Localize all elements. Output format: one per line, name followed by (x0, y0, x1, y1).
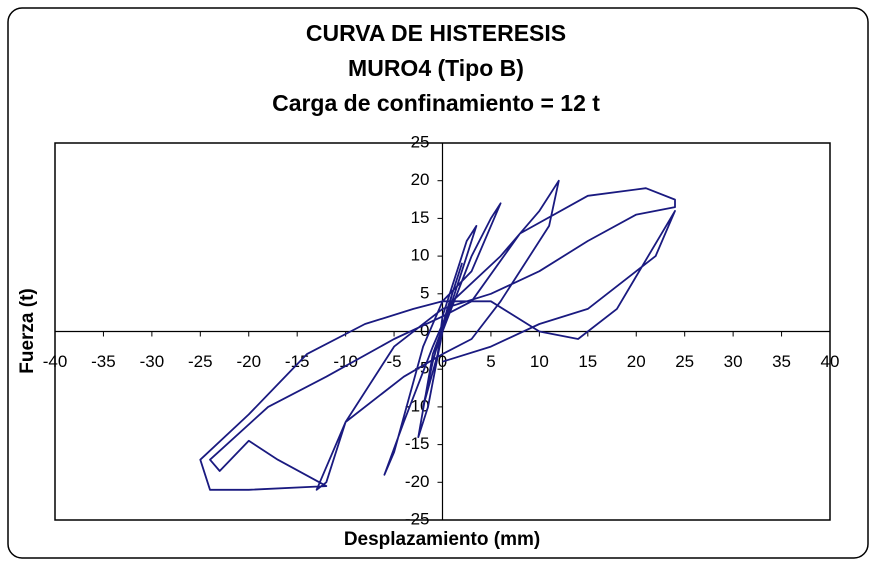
x-tick-label: -20 (236, 352, 261, 371)
y-tick-label: 5 (420, 283, 429, 302)
y-axis-label: Fuerza (t) (17, 288, 38, 374)
x-tick-label: 35 (772, 352, 791, 371)
x-axis-label: Desplazamiento (mm) (344, 529, 540, 550)
y-tick-label: 20 (411, 170, 430, 189)
x-tick-label: -25 (188, 352, 213, 371)
x-tick-label: -40 (43, 352, 68, 371)
y-tick-label: 0 (420, 321, 429, 340)
x-tick-label: -35 (91, 352, 116, 371)
chart-title: CURVA DE HISTERESIS (306, 20, 566, 46)
x-tick-label: 20 (627, 352, 646, 371)
chart-subtitle: MURO4 (Tipo B) (348, 55, 524, 81)
y-tick-label: -20 (405, 472, 430, 491)
x-tick-label: -30 (140, 352, 165, 371)
y-tick-label: 25 (411, 132, 430, 151)
x-tick-label: -5 (387, 352, 402, 371)
x-tick-label: -10 (333, 352, 358, 371)
y-tick-label: 15 (411, 208, 430, 227)
data-line (199, 179, 676, 491)
y-tick-label: -25 (405, 509, 430, 528)
x-tick-label: 15 (578, 352, 597, 371)
x-tick-label: 30 (724, 352, 743, 371)
x-tick-label: 25 (675, 352, 694, 371)
x-tick-label: 40 (821, 352, 840, 371)
chart-subtitle: Carga de confinamiento = 12 t (272, 90, 600, 116)
x-tick-label: 10 (530, 352, 549, 371)
y-tick-label: -15 (405, 434, 430, 453)
y-tick-label: 10 (411, 246, 430, 265)
x-tick-label: 5 (486, 352, 495, 371)
